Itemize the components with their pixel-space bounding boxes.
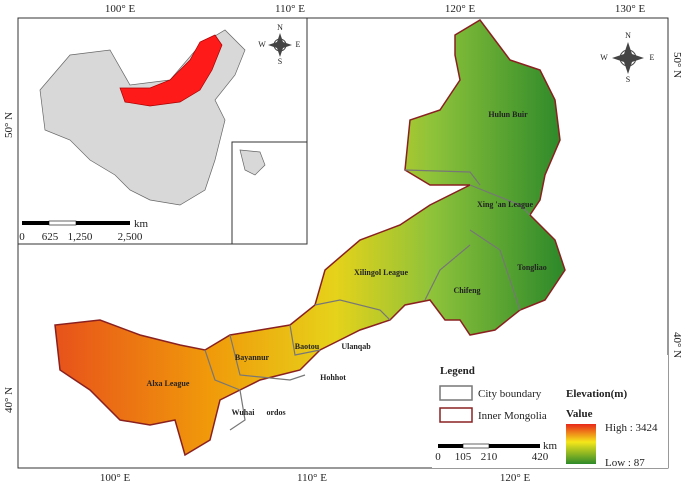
city-label: Chifeng (453, 286, 480, 295)
compass-letter: S (278, 57, 282, 66)
lon-label: 110° E (275, 3, 305, 15)
legend-title: Legend (440, 365, 475, 377)
compass-letter: N (625, 31, 631, 40)
scale-unit: km (134, 218, 149, 230)
lat-label: 40° N (3, 387, 15, 413)
main-scale-bar: 0 105 210 420 km (435, 440, 557, 463)
lat-label: 50° N (3, 112, 15, 138)
compass-main: N W E S (600, 31, 654, 84)
city-label: Ulanqab (341, 342, 371, 351)
scale-unit: km (543, 440, 558, 452)
lon-label: 120° E (445, 3, 476, 15)
elevation-low: Low : 87 (605, 457, 645, 469)
city-label: Alxa League (147, 379, 190, 388)
scale-label: 0 (19, 231, 25, 243)
compass-letter: W (600, 53, 608, 62)
city-label: Hohhot (320, 373, 346, 382)
inner-mongolia (54, 19, 566, 457)
compass-letter: N (277, 23, 283, 32)
compass-letter: E (296, 40, 301, 49)
lat-label: 40° N (671, 332, 683, 358)
city-label: Bayannur (235, 353, 270, 362)
lon-label: 100° E (100, 472, 131, 484)
scale-label: 1,250 (68, 231, 93, 243)
scale-label: 420 (532, 451, 549, 463)
lat-label: 50° N (671, 52, 683, 78)
inset-map (17, 17, 308, 245)
elevation-title: Elevation(m) (566, 388, 627, 400)
city-labels: Hulun Buir Xing 'an League Xilingol Leag… (147, 110, 547, 417)
legend-item: City boundary (478, 388, 542, 400)
scale-label: 2,500 (118, 231, 143, 243)
scale-label: 625 (42, 231, 59, 243)
legend: Legend City boundary Inner Mongolia Elev… (432, 355, 668, 469)
scale-label: 105 (455, 451, 472, 463)
compass-letter: E (650, 53, 655, 62)
lon-label: 100° E (105, 3, 136, 15)
city-label: Baotou (295, 342, 320, 351)
city-label: Xilingol League (354, 268, 408, 277)
scale-label: 0 (435, 451, 441, 463)
inset-scale-bar: 0 625 1,250 2,500 km (19, 218, 148, 243)
elevation-high: High : 3424 (605, 422, 658, 434)
lon-label: 130° E (615, 3, 646, 15)
compass-inset: N W E S (258, 23, 300, 66)
lon-label: 120° E (500, 472, 531, 484)
city-label: Xing 'an League (477, 200, 533, 209)
lon-label: 110° E (297, 472, 327, 484)
elevation-ramp (566, 424, 596, 464)
city-label: ordos (266, 408, 285, 417)
compass-letter: W (258, 40, 266, 49)
compass-letter: S (626, 75, 630, 84)
city-label: Hulun Buir (488, 110, 528, 119)
city-label: Wuhai (232, 408, 256, 417)
scale-label: 210 (481, 451, 498, 463)
graticule-labels: 100° E 110° E 120° E 130° E 100° E 110° … (3, 3, 683, 484)
elevation-value: Value (566, 408, 593, 420)
city-label: Tongliao (517, 263, 547, 272)
city-boundaries (204, 169, 531, 431)
legend-item: Inner Mongolia (478, 410, 547, 422)
